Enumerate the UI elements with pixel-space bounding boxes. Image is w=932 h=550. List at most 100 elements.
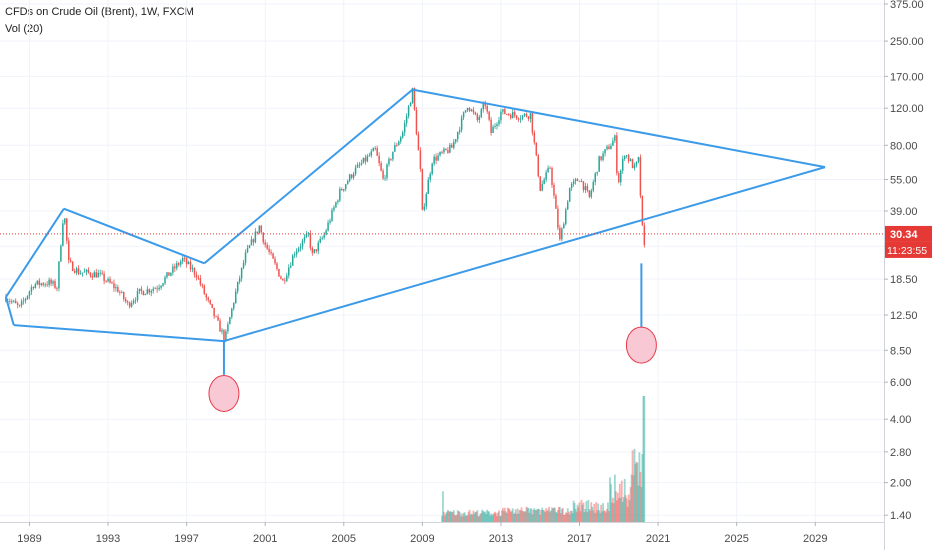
candle-body [58,261,60,289]
volume-bar [490,513,493,522]
volume-bar [636,462,639,522]
chart-legend: CFDs on Crude Oil (Brent), 1W, FXCM Vol … [5,4,194,38]
candle-body [445,148,447,151]
volume-bar [596,510,599,522]
candle-body [164,277,166,284]
candle-body [272,253,274,259]
candle-body [238,278,241,282]
candle-body [356,164,359,168]
volume-bar [545,508,548,522]
candle-body [592,182,595,191]
candle-body [631,159,634,169]
candle-body [494,126,496,127]
volume-bar [569,510,572,522]
volume-bar [496,516,498,522]
volume-bar [446,510,449,522]
volume-bar [595,502,598,522]
candle-body [456,131,459,140]
volume-bar [485,514,488,522]
candle-body [60,245,62,262]
candle-body [264,242,266,245]
volume-bar [479,513,482,522]
time-tick-label: 2005 [332,533,356,545]
volume-bar [484,511,487,522]
volume-bar [576,504,579,522]
volume-bar [631,450,634,522]
time-tick-label: 2017 [567,533,591,545]
volume-bar [516,508,519,522]
candle-body [529,113,532,119]
candle-body [437,155,439,161]
candle-body [441,151,443,153]
volume-bar [449,511,452,522]
volume-bar [600,504,603,522]
volume-bar [601,511,604,522]
trend-line [13,324,225,343]
trend-annotations[interactable] [0,88,884,412]
candle-body [213,307,215,317]
candle-body [319,238,321,243]
candle-body [207,297,209,301]
candle-body [627,155,630,162]
volume-bar [567,511,570,522]
volume-bars [441,396,646,522]
candle-body [458,130,461,132]
candle-body [339,188,341,201]
volume-bar [556,512,558,522]
candle-body [449,144,451,153]
candle-body [197,277,200,279]
candle-body [282,278,284,281]
candle-body [568,188,571,202]
candle-body [227,324,229,332]
candle-body [246,247,249,253]
candle-body [62,223,64,246]
volume-bar [446,511,448,522]
candle-body [535,142,538,156]
candle-body [229,317,231,325]
volume-bar [514,509,517,522]
candle-body [511,112,514,119]
candle-body [54,281,56,288]
volume-bar [585,501,588,522]
candle-body [187,261,190,265]
candle-body [555,195,557,209]
volume-bar [643,396,646,522]
volume-bar [542,510,545,522]
candle-body [486,105,488,112]
candle-body [174,266,176,269]
volume-bar [454,515,457,522]
candle-body [386,164,388,178]
volume-bar [564,512,567,522]
candle-body [152,288,154,291]
candle-body [606,146,608,150]
volume-bar [464,516,467,522]
candle-body [150,290,153,293]
volume-bar [565,513,568,522]
highlight-circle [208,374,240,412]
candle-body [423,206,426,210]
volume-bar [622,497,625,522]
candle-body [621,159,624,171]
candle-body [360,163,363,165]
volume-bar [467,511,470,522]
price-tick-label: 120.00 [890,103,924,115]
trend-line [5,208,65,298]
candle-body [584,186,587,191]
candle-body [9,301,11,302]
volume-bar [456,510,459,522]
candle-body [136,291,139,301]
candle-body [331,209,333,221]
candle-body [496,124,498,127]
candle-body [508,114,510,115]
volume-bar [572,500,575,522]
volume-bar [610,484,612,522]
candle-body [42,283,44,286]
candle-body [83,271,86,273]
volume-bar [626,506,629,522]
volume-bar [612,503,615,522]
candle-body [85,269,88,272]
volume-bar [539,514,542,522]
candle-body [447,150,449,153]
candle-body [539,176,541,191]
